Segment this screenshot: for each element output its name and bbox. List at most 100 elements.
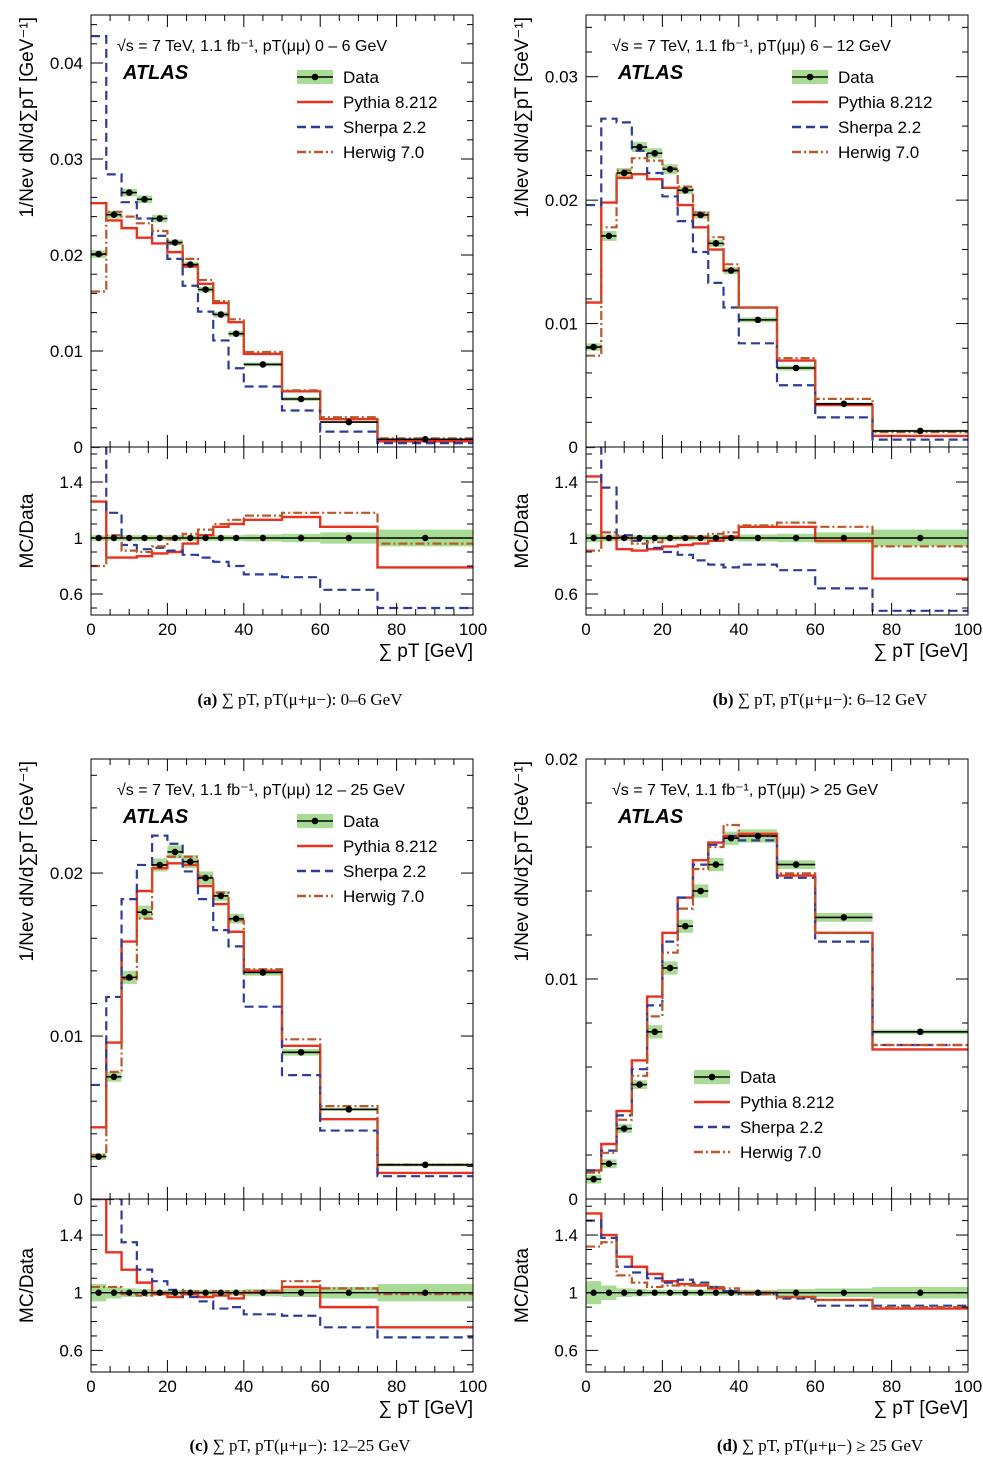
- data-point: [156, 861, 164, 869]
- info-text: √s = 7 TeV, 1.1 fb⁻¹, pT(μμ) > 25 GeV: [612, 782, 878, 799]
- y-axis-title: 1/Nev dN/d∑pT [GeV⁻¹]: [17, 17, 38, 218]
- y-tick-label: 0: [74, 1190, 83, 1209]
- ratio-data-point: [754, 534, 762, 542]
- panel-a: 0 20 40 60 80 100 0 0.01 0.02 0.03 0.04 0.6 1 1.4 1/Ne…: [17, 14, 487, 709]
- legend-label: Pythia 8.212: [343, 93, 438, 112]
- ratio-data-point: [840, 534, 848, 542]
- ratio-data-point: [202, 534, 209, 542]
- series-line-herwig-7-0: [91, 210, 473, 440]
- experiment-label: ATLAS: [122, 62, 189, 84]
- ratio-y-tick-label: 0.6: [59, 585, 83, 604]
- data-point: [297, 395, 305, 403]
- x-tick-label: 60: [311, 620, 330, 639]
- ratio-data-point: [187, 1289, 194, 1296]
- legend-item-herwig-7-0: Herwig 7.0: [297, 887, 424, 906]
- data-point: [754, 316, 762, 324]
- data-point: [682, 922, 689, 930]
- ratio-data-point: [712, 1289, 720, 1296]
- x-tick-label: 80: [882, 620, 901, 639]
- ratio-data-point: [792, 534, 800, 542]
- data-point: [202, 874, 209, 882]
- ratio-data-point: [682, 534, 689, 542]
- x-tick-label: 0: [86, 620, 95, 639]
- panel-d: 0 20 40 60 80 100 0 0.01 0.02 0.6 1 1.4 1/Nev dN/d∑p…: [512, 750, 982, 1455]
- main-plot-area: [91, 35, 473, 445]
- series-line-sherpa-2-2: [586, 117, 968, 441]
- y-tick-label: 0.01: [545, 970, 578, 989]
- ratio-data-point: [651, 534, 658, 542]
- panel-caption: (d) ∑ pT, pT(μ+μ−) ≥ 25 GeV: [717, 1436, 924, 1455]
- legend-label: Data: [740, 1068, 776, 1087]
- data-uncertainty-boxes: [586, 142, 968, 433]
- y-tick-label: 0.03: [545, 68, 578, 87]
- ratio-y-tick-label: 0.6: [554, 585, 578, 604]
- ratio-data-point: [141, 1289, 148, 1296]
- data-point: [651, 1028, 659, 1036]
- ratio-data-point: [697, 1289, 704, 1296]
- x-axis-title: ∑ pT [GeV]: [873, 1398, 968, 1419]
- ratio-line-sherpa-2-2: [91, 447, 473, 610]
- x-tick-label: 80: [387, 620, 406, 639]
- y-tick-label: 0.01: [50, 1027, 83, 1046]
- ratio-line-pythia-8-212: [586, 475, 968, 580]
- x-tick-label: 40: [729, 620, 748, 639]
- ratio-data-point: [651, 1289, 658, 1296]
- ratio-line-pythia-8-212: [91, 1199, 473, 1329]
- data-points: [586, 143, 968, 435]
- y-tick-label: 0.02: [50, 246, 83, 265]
- ratio-data-point: [171, 534, 179, 542]
- panel-caption: (a) ∑ pT, pT(μ+μ−): 0–6 GeV: [197, 690, 403, 709]
- panel-b: 0 20 40 60 80 100 0 0.01 0.02 0.03 0.6 1 1.4 1/Nev dN…: [512, 14, 982, 709]
- data-point: [141, 908, 148, 916]
- ratio-y-tick-label: 1: [569, 529, 578, 548]
- series-line-sherpa-2-2: [91, 35, 473, 445]
- x-tick-label: 20: [158, 620, 177, 639]
- series-line-herwig-7-0: [586, 823, 968, 1174]
- legend-label: Sherpa 2.2: [740, 1118, 823, 1137]
- data-uncertainty-boxes: [91, 188, 473, 441]
- ratio-data-point: [666, 534, 674, 542]
- legend-label: Pythia 8.212: [740, 1093, 835, 1112]
- x-tick-label: 80: [387, 1377, 406, 1396]
- ratio-data-point: [202, 1289, 209, 1296]
- ratio-y-tick-label: 1.4: [59, 473, 83, 492]
- experiment-label: ATLAS: [617, 806, 684, 828]
- legend-item-herwig-7-0: Herwig 7.0: [694, 1143, 821, 1162]
- x-tick-label: 20: [653, 620, 672, 639]
- legend-item-data: Data: [297, 68, 379, 87]
- y-tick-label: 0: [569, 438, 578, 457]
- data-point: [697, 887, 704, 895]
- data-point: [345, 418, 353, 426]
- legend-item-herwig-7-0: Herwig 7.0: [297, 143, 424, 162]
- y-axis-title: 1/Nev dN/d∑pT [GeV⁻¹]: [512, 761, 533, 962]
- ratio-plot-area: [586, 1212, 968, 1310]
- y-tick-label: 0.03: [50, 150, 83, 169]
- data-point: [125, 974, 133, 981]
- caption-body: ∑ pT, pT(μ+μ−) ≥ 25 GeV: [738, 1436, 924, 1455]
- legend-data-marker: [311, 817, 319, 825]
- data-point: [187, 858, 194, 865]
- ratio-data-point: [636, 1289, 643, 1296]
- data-points: [91, 189, 473, 443]
- ratio-line-herwig-7-0: [91, 511, 473, 568]
- ratio-y-tick-label: 1.4: [554, 1226, 578, 1245]
- ratio-axis-title: MC/Data: [512, 1248, 533, 1323]
- ratio-frame: [585, 1198, 969, 1373]
- legend-label: Sherpa 2.2: [343, 118, 426, 137]
- ratio-data-point: [141, 534, 148, 542]
- x-tick-label: 100: [459, 620, 487, 639]
- legend-label: Pythia 8.212: [838, 93, 933, 112]
- ratio-data-point: [636, 534, 643, 542]
- ratio-y-tick-label: 1: [74, 529, 83, 548]
- data-point: [421, 1161, 429, 1169]
- caption-letter: (c): [189, 1436, 208, 1455]
- ratio-data-point: [621, 534, 628, 542]
- ratio-data-point: [727, 534, 735, 542]
- legend: Data Pythia 8.212 Sherpa 2.2 Herwig 7.0: [297, 68, 438, 162]
- ratio-data-point: [792, 1289, 800, 1296]
- data-point: [840, 400, 848, 408]
- ratio-plot-area: [91, 1199, 473, 1339]
- ratio-axis-title: MC/Data: [17, 493, 38, 568]
- panel-caption: (b) ∑ pT, pT(μ+μ−): 6–12 GeV: [713, 690, 928, 709]
